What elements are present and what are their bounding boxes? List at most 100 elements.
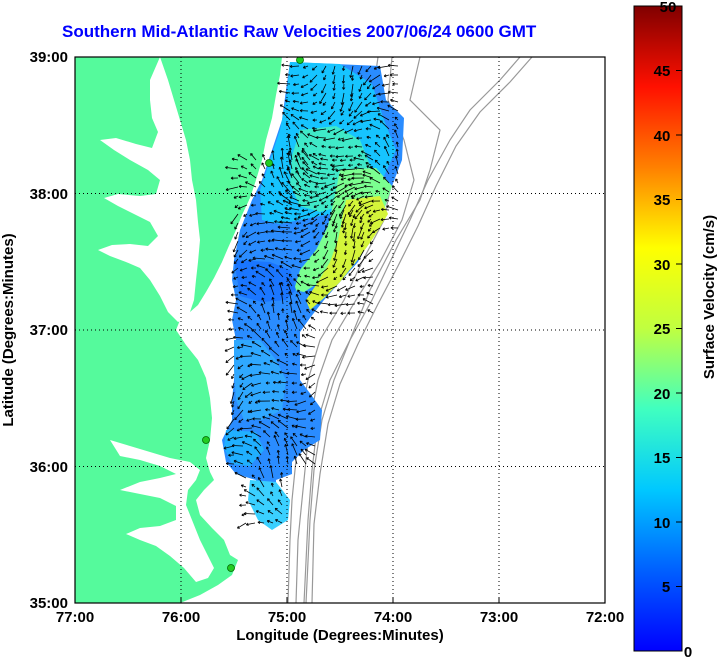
velocity-vector — [265, 248, 275, 251]
velocity-vector-head — [261, 162, 265, 166]
velocity-vector-head — [360, 244, 364, 248]
velocity-vector — [324, 240, 329, 249]
velocity-vector — [354, 186, 365, 190]
velocity-vector-head — [312, 229, 316, 233]
velocity-vector — [272, 391, 280, 393]
velocity-vector — [353, 157, 365, 161]
velocity-vector — [274, 507, 283, 515]
velocity-vector-head — [347, 177, 351, 181]
velocity-vector-head — [288, 159, 292, 163]
velocity-vector-head — [300, 84, 304, 88]
velocity-vector-head — [231, 451, 235, 455]
velocity-vector-head — [348, 163, 351, 167]
velocity-vector-head — [301, 178, 305, 182]
velocity-vector-head — [302, 218, 306, 222]
velocity-vector-head — [302, 161, 306, 165]
velocity-vector — [238, 195, 248, 198]
velocity-vector — [306, 442, 316, 447]
velocity-vector-head — [267, 239, 271, 243]
velocity-vector-head — [309, 174, 313, 178]
velocity-vector-head — [324, 205, 328, 209]
velocity-vector-head — [296, 341, 300, 345]
velocity-vector — [244, 323, 253, 330]
velocity-vector-head — [286, 277, 290, 281]
velocity-vector — [250, 430, 262, 438]
velocity-vector — [266, 441, 271, 447]
velocity-vector-head — [299, 363, 303, 367]
velocity-vector-head — [238, 195, 242, 199]
velocity-vector — [387, 104, 399, 112]
velocity-vector-head — [293, 256, 296, 261]
velocity-vector-head — [252, 300, 256, 304]
velocity-vector-head — [288, 301, 293, 305]
velocity-vector — [308, 409, 316, 415]
velocity-vector-head — [243, 242, 247, 246]
velocity-vector-head — [281, 63, 285, 67]
velocity-vector — [272, 239, 284, 242]
velocity-vector — [232, 445, 244, 447]
velocity-vector — [225, 167, 239, 170]
velocity-vector-head — [246, 450, 250, 454]
velocity-vector — [289, 147, 293, 161]
velocity-vector-head — [294, 212, 297, 216]
velocity-vector — [291, 391, 298, 393]
velocity-vector-head — [265, 408, 268, 412]
velocity-vector — [369, 74, 381, 83]
velocity-vector — [233, 258, 239, 265]
velocity-vector — [351, 258, 356, 266]
velocity-vector-head — [383, 165, 386, 169]
velocity-vector — [304, 194, 311, 197]
velocity-vector-head — [295, 167, 298, 170]
velocity-vector — [246, 450, 253, 456]
velocity-vector-head — [318, 198, 322, 202]
plot-border — [74, 56, 606, 604]
velocity-vector — [332, 92, 336, 100]
velocity-vector-head — [249, 213, 253, 217]
velocity-vector-head — [360, 236, 364, 240]
velocity-vector — [373, 118, 381, 121]
velocity-vector — [304, 448, 316, 456]
velocity-vector-head — [250, 153, 254, 157]
velocity-vector-head — [255, 211, 258, 216]
velocity-vector-head — [236, 428, 240, 432]
velocity-vector-head — [284, 211, 288, 215]
velocity-vector — [277, 82, 291, 85]
velocity-vector-head — [244, 394, 248, 398]
velocity-vector-head — [317, 301, 321, 305]
velocity-vector-head — [311, 161, 315, 165]
velocity-vector-head — [234, 205, 238, 209]
velocity-vector — [321, 209, 327, 216]
velocity-vector-head — [282, 111, 286, 115]
velocity-vector-head — [327, 116, 331, 120]
velocity-vector — [367, 231, 374, 239]
velocity-vector-head — [272, 389, 275, 394]
velocity-vector-head — [256, 487, 260, 491]
velocity-vector-head — [386, 134, 390, 138]
velocity-vector — [369, 124, 381, 130]
velocity-vector — [330, 200, 336, 206]
velocity-vector-head — [249, 223, 253, 227]
colorbar-tick-label: 0 — [684, 644, 692, 659]
velocity-vector-head — [306, 457, 310, 461]
velocity-vector-head — [352, 122, 356, 126]
velocity-vector — [275, 519, 283, 524]
velocity-vector-head — [383, 176, 387, 180]
velocity-vector-head — [291, 173, 295, 177]
velocity-vector-head — [340, 112, 344, 116]
velocity-vector — [289, 159, 293, 170]
velocity-vector — [295, 158, 302, 170]
velocity-vector-head — [251, 274, 255, 279]
velocity-vector — [353, 231, 356, 242]
velocity-vector-head — [292, 362, 295, 366]
velocity-vector-head — [319, 120, 323, 124]
velocity-vector-head — [377, 65, 381, 70]
velocity-vector-head — [381, 83, 385, 87]
velocity-vector-head — [311, 217, 315, 220]
velocity-vector-head — [327, 129, 331, 133]
velocity-vector-head — [242, 387, 246, 390]
velocity-vector-head — [361, 180, 364, 184]
velocity-vector — [313, 204, 320, 208]
velocity-vector-head — [292, 353, 296, 356]
velocity-vector — [362, 174, 374, 179]
velocity-vector-head — [234, 417, 238, 421]
